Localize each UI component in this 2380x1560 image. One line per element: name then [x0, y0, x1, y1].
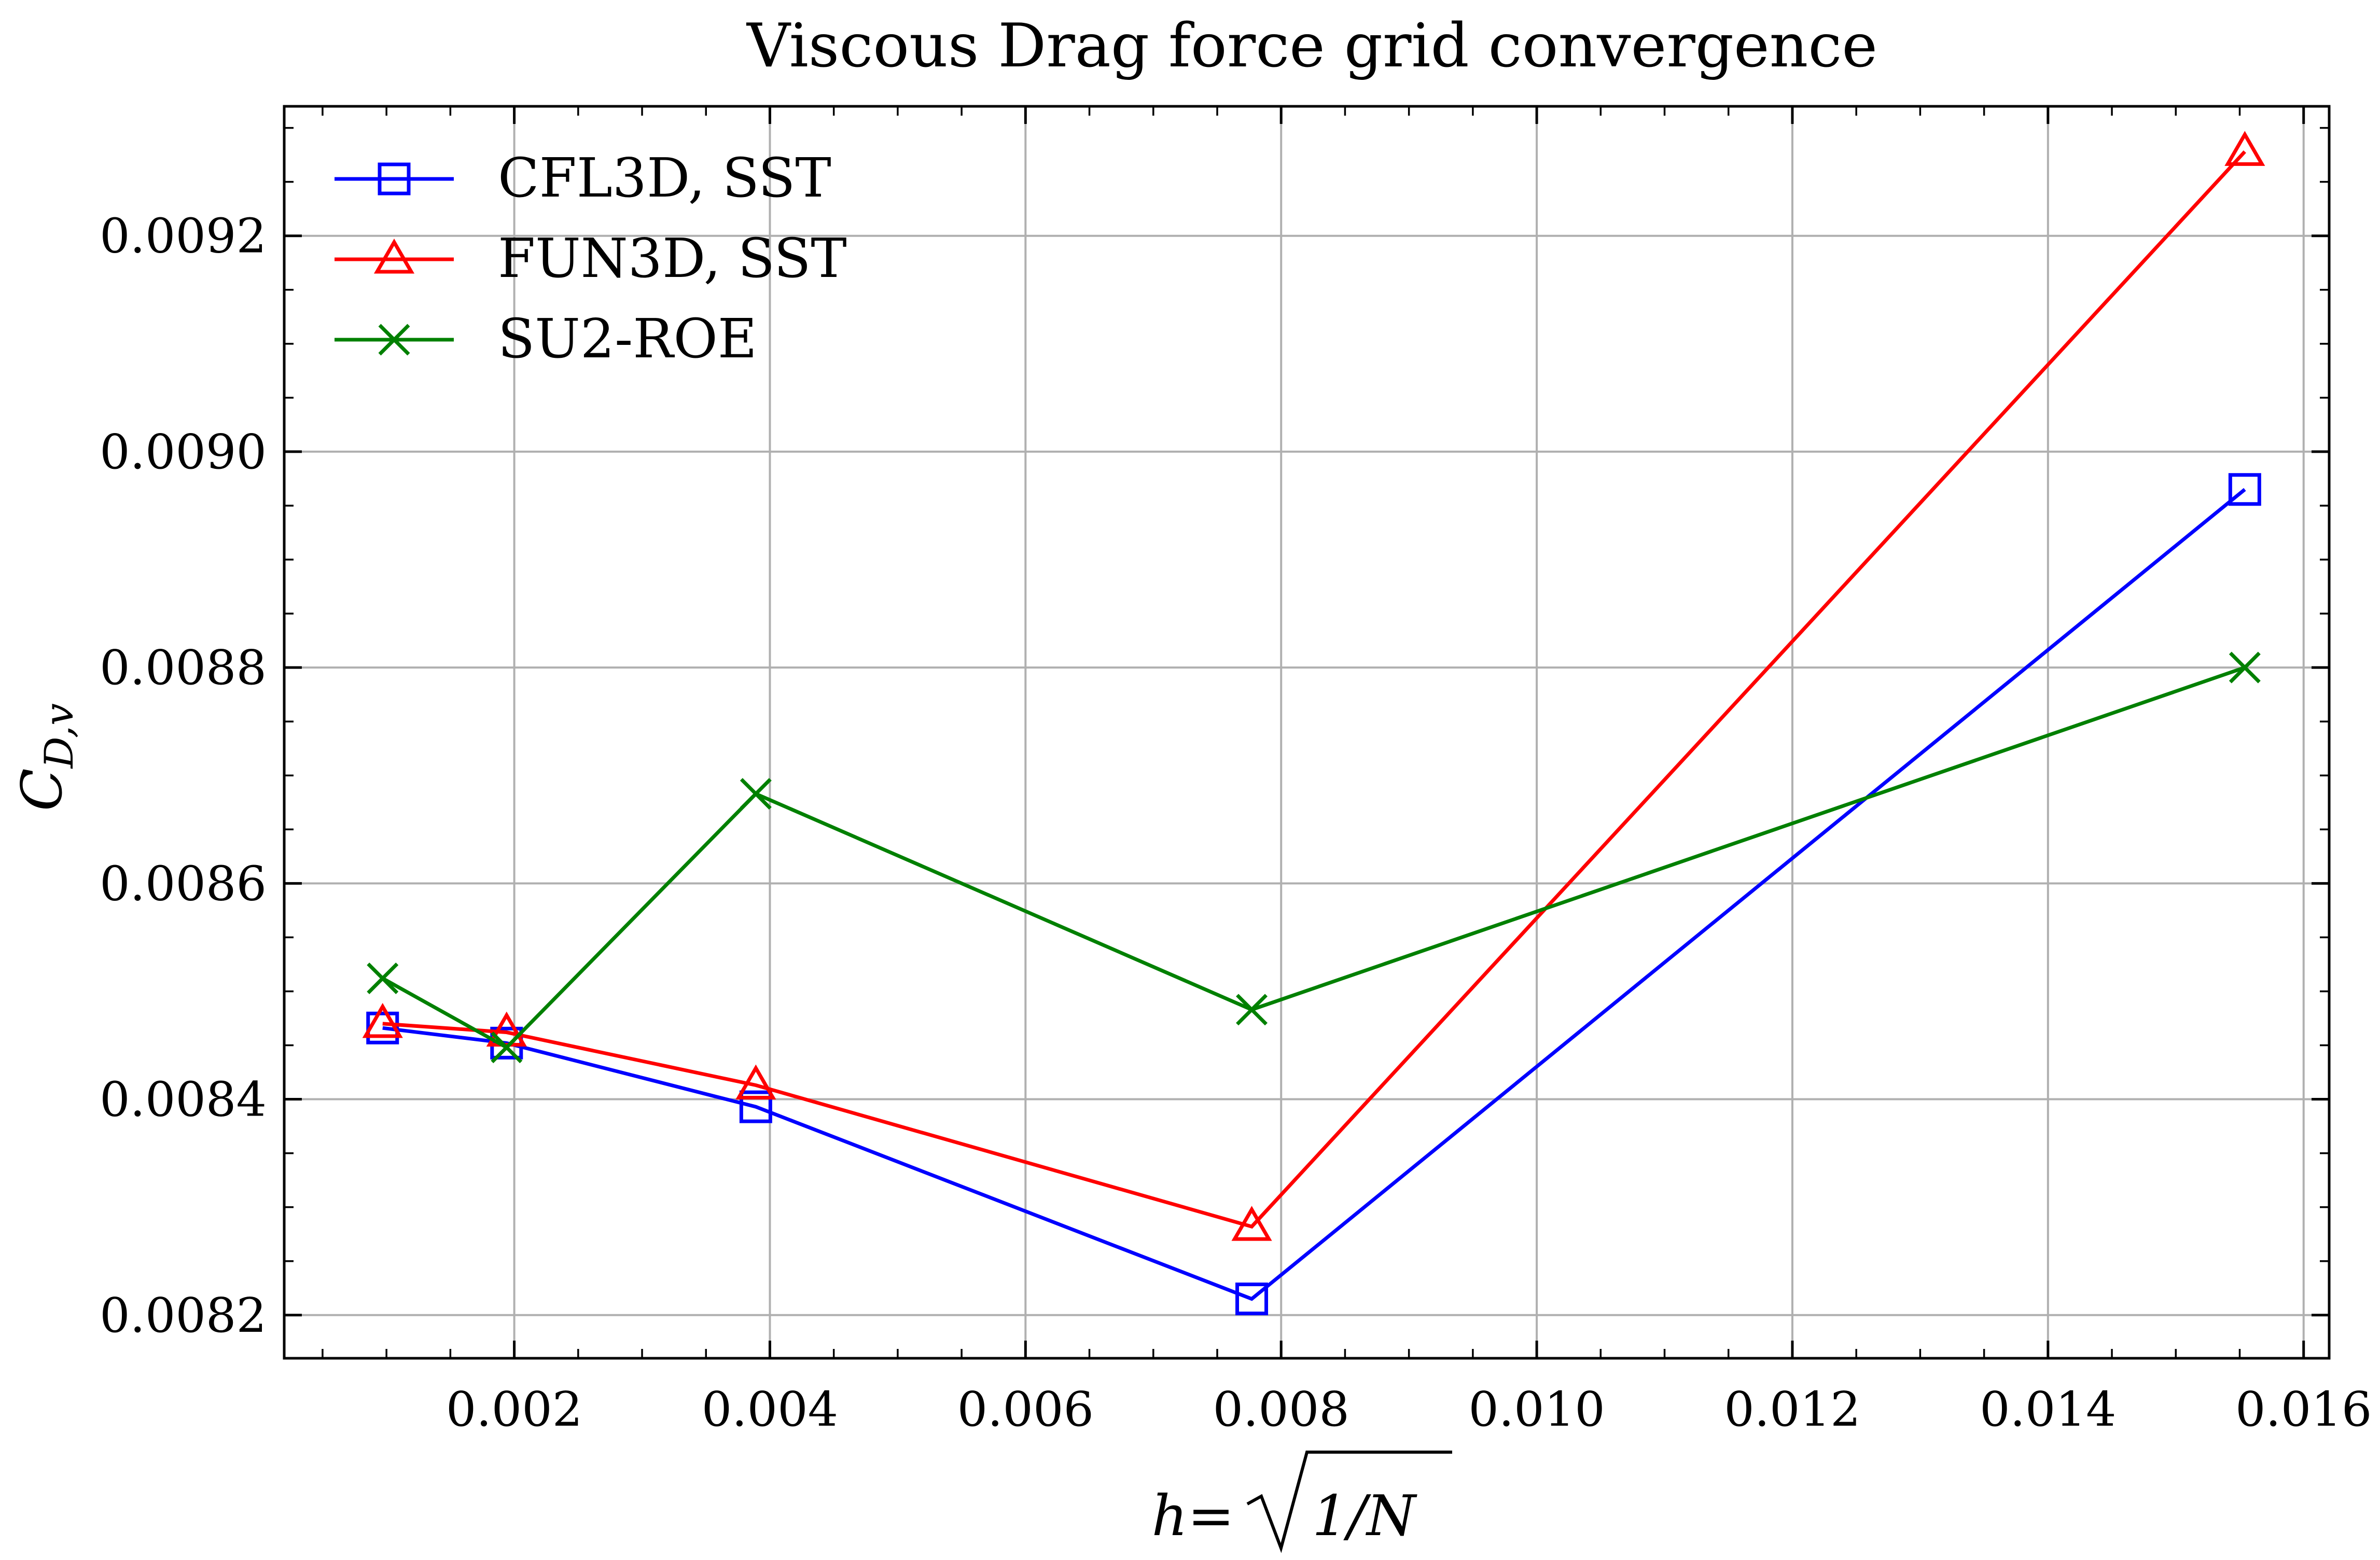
- data-point: [362, 1002, 403, 1038]
- series-line: [382, 488, 2246, 1301]
- series-2: [362, 131, 2265, 1241]
- sqrt-sign: [1246, 1451, 1452, 1553]
- x-tick-label: 0.012: [1724, 1382, 1860, 1437]
- legend-item: FUN3D, SST: [335, 227, 847, 290]
- x-tick-label: 0.006: [957, 1382, 1094, 1437]
- legend-item: CFL3D, SST: [335, 146, 831, 210]
- legend: CFL3D, SST FUN3D, SST SU2-ROE: [335, 146, 847, 370]
- data-point: [491, 1032, 523, 1064]
- data-point: [2224, 131, 2265, 166]
- y-axis-label-text: CD,v: [10, 703, 82, 811]
- data-point: [2228, 473, 2261, 506]
- x-tick-label: 0.016: [2235, 1382, 2372, 1437]
- y-tick-label: 0.0082: [100, 1288, 267, 1343]
- y-axis-label: CD,v: [10, 703, 82, 811]
- x-tick-label: 0.002: [446, 1382, 582, 1437]
- data-point: [1236, 994, 1268, 1026]
- y-tick-label: 0.0084: [100, 1072, 267, 1127]
- x-tick-label: 0.010: [1468, 1382, 1605, 1437]
- data-point: [2229, 651, 2261, 684]
- legend-item: SU2-ROE: [335, 307, 757, 370]
- x-tick-label: 0.008: [1213, 1382, 1349, 1437]
- y-tick-labels: 0.0082 0.0084 0.0086 0.0088 0.0090 0.0092: [100, 208, 267, 1343]
- legend-swatch-marker: [378, 324, 410, 356]
- series-layer: [362, 131, 2265, 1316]
- data-point: [366, 1011, 399, 1044]
- x-axis-label-radicand: 1/N: [1312, 1484, 1417, 1549]
- x-tick-labels: 0.002 0.004 0.006 0.008 0.010 0.012 0.014 0.016: [446, 1382, 2372, 1437]
- series-3: [367, 651, 2261, 1064]
- y-axis-label-base: C: [10, 768, 75, 811]
- series-line: [382, 150, 2246, 1229]
- x-axis-label-eq: =: [1188, 1484, 1235, 1549]
- data-point: [367, 963, 399, 994]
- legend-swatch-marker: [378, 162, 411, 196]
- x-axis-label: h = 1/N: [1151, 1451, 1452, 1553]
- data-point: [739, 1090, 772, 1123]
- legend-swatch-marker: [373, 239, 415, 274]
- y-tick-label: 0.0092: [100, 208, 267, 264]
- legend-label: CFL3D, SST: [498, 146, 831, 210]
- chart-title: Viscous Drag force grid convergence: [746, 11, 1877, 81]
- y-tick-label: 0.0090: [100, 424, 267, 480]
- legend-label: SU2-ROE: [498, 307, 757, 370]
- legend-label: FUN3D, SST: [498, 227, 847, 290]
- x-tick-label: 0.004: [702, 1382, 838, 1437]
- y-tick-label: 0.0086: [100, 856, 267, 911]
- tick-marks: [284, 106, 2329, 1358]
- y-axis-label-sub: D,v: [36, 703, 82, 769]
- axes-frame: [283, 105, 2331, 1360]
- data-point: [735, 1064, 776, 1099]
- data-point: [486, 1011, 527, 1047]
- x-tick-label: 0.014: [1980, 1382, 2116, 1437]
- data-point: [740, 778, 772, 810]
- data-point: [1235, 1283, 1269, 1316]
- x-axis-label-lhs: h: [1151, 1484, 1188, 1549]
- plot-frame: [283, 105, 2331, 1360]
- y-tick-label: 0.0088: [100, 640, 267, 695]
- data-point: [1231, 1206, 1272, 1241]
- grid-lines: [284, 106, 2329, 1358]
